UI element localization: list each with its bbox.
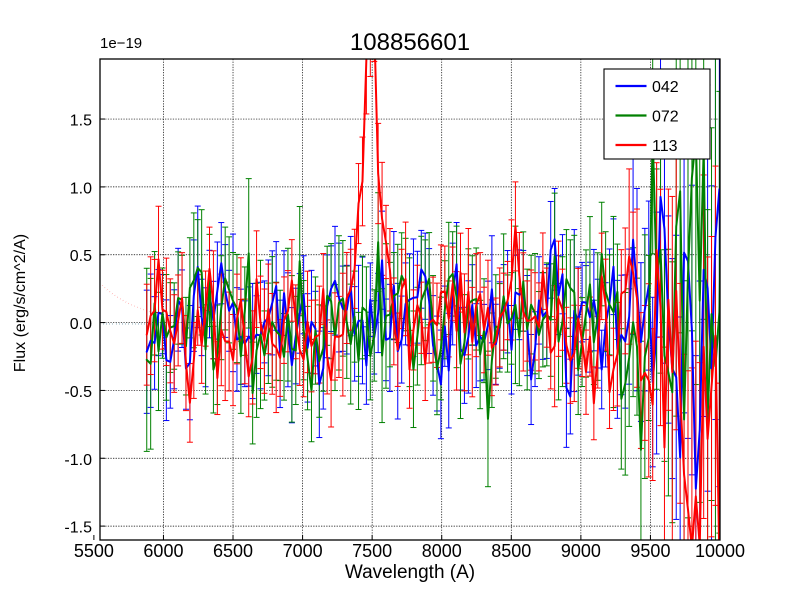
- svg-text:6500: 6500: [213, 541, 253, 561]
- svg-text:10000: 10000: [695, 541, 745, 561]
- svg-text:113: 113: [652, 138, 678, 155]
- svg-text:Wavelength (A): Wavelength (A): [345, 562, 475, 583]
- svg-text:5500: 5500: [74, 541, 114, 561]
- svg-text:1e−19: 1e−19: [100, 35, 142, 52]
- svg-text:Flux (erg/s/cm^2/A): Flux (erg/s/cm^2/A): [12, 234, 29, 372]
- svg-text:9500: 9500: [630, 541, 670, 561]
- svg-text:8500: 8500: [491, 541, 531, 561]
- svg-text:6000: 6000: [143, 541, 183, 561]
- svg-text:7500: 7500: [352, 541, 392, 561]
- svg-text:042: 042: [652, 79, 679, 96]
- svg-text:0.0: 0.0: [70, 316, 92, 333]
- svg-text:072: 072: [652, 109, 679, 126]
- svg-text:7000: 7000: [283, 541, 323, 561]
- svg-text:8000: 8000: [422, 541, 462, 561]
- svg-text:-0.5: -0.5: [64, 384, 92, 401]
- svg-text:1.0: 1.0: [70, 180, 92, 197]
- svg-text:9000: 9000: [561, 541, 601, 561]
- svg-text:-1.5: -1.5: [64, 520, 92, 537]
- svg-text:1.5: 1.5: [70, 113, 92, 130]
- svg-text:-1.0: -1.0: [64, 452, 92, 469]
- svg-text:108856601: 108856601: [350, 29, 470, 56]
- svg-text:0.5: 0.5: [70, 248, 92, 265]
